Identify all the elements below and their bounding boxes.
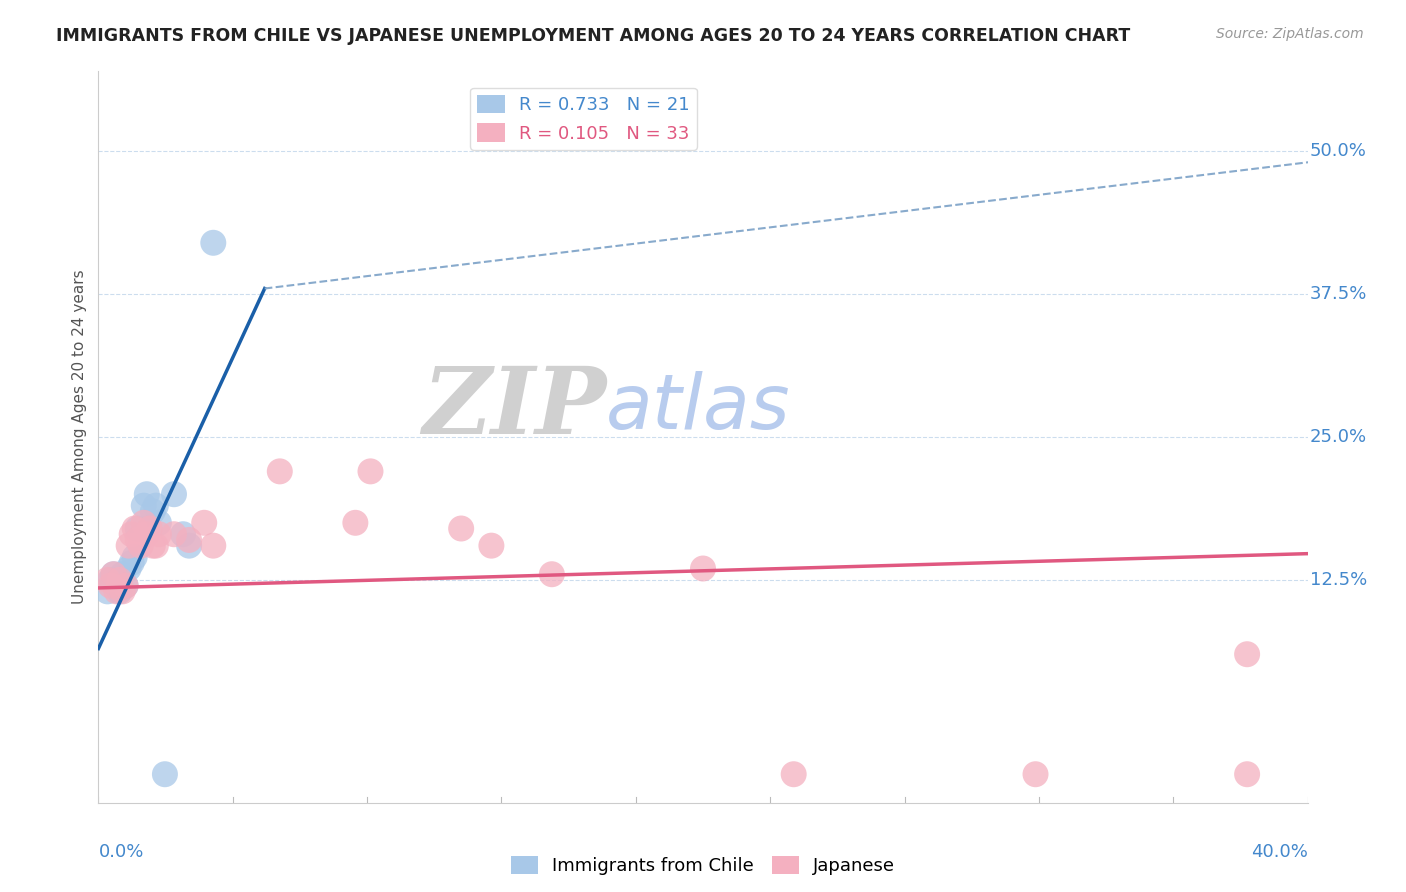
Text: 37.5%: 37.5% — [1310, 285, 1368, 303]
Text: 40.0%: 40.0% — [1251, 843, 1308, 861]
Y-axis label: Unemployment Among Ages 20 to 24 years: Unemployment Among Ages 20 to 24 years — [72, 269, 87, 605]
Point — [481, 539, 503, 553]
Point — [135, 527, 157, 541]
Point — [118, 539, 141, 553]
Point — [450, 521, 472, 535]
Point — [1236, 767, 1258, 781]
Point — [108, 584, 131, 599]
Point — [103, 567, 125, 582]
Point — [100, 579, 122, 593]
Point — [114, 579, 136, 593]
Point — [139, 521, 162, 535]
Legend: Immigrants from Chile, Japanese: Immigrants from Chile, Japanese — [503, 848, 903, 882]
Point — [1236, 647, 1258, 661]
Point — [105, 584, 128, 599]
Point — [163, 487, 186, 501]
Point — [148, 516, 170, 530]
Text: Source: ZipAtlas.com: Source: ZipAtlas.com — [1216, 27, 1364, 41]
Point — [127, 533, 149, 547]
Point — [153, 767, 176, 781]
Point — [96, 573, 118, 587]
Point — [145, 499, 167, 513]
Text: 25.0%: 25.0% — [1310, 428, 1367, 446]
Point — [269, 464, 291, 478]
Point — [193, 516, 215, 530]
Point — [132, 499, 155, 513]
Point — [179, 539, 201, 553]
Point — [344, 516, 367, 530]
Point — [540, 567, 562, 582]
Point — [108, 573, 131, 587]
Point — [132, 516, 155, 530]
Text: 0.0%: 0.0% — [98, 843, 143, 861]
Point — [202, 235, 225, 250]
Point — [179, 533, 201, 547]
Legend: R = 0.733   N = 21, R = 0.105   N = 33: R = 0.733 N = 21, R = 0.105 N = 33 — [470, 87, 697, 150]
Point — [142, 539, 165, 553]
Text: atlas: atlas — [606, 371, 790, 445]
Point — [163, 527, 186, 541]
Point — [121, 527, 143, 541]
Point — [360, 464, 382, 478]
Text: IMMIGRANTS FROM CHILE VS JAPANESE UNEMPLOYMENT AMONG AGES 20 TO 24 YEARS CORRELA: IMMIGRANTS FROM CHILE VS JAPANESE UNEMPL… — [56, 27, 1130, 45]
Point — [114, 579, 136, 593]
Point — [96, 584, 118, 599]
Point — [692, 561, 714, 575]
Point — [129, 539, 152, 553]
Point — [135, 487, 157, 501]
Point — [124, 521, 146, 535]
Point — [111, 567, 134, 582]
Point — [145, 539, 167, 553]
Text: 12.5%: 12.5% — [1310, 571, 1367, 589]
Point — [142, 504, 165, 518]
Point — [103, 567, 125, 582]
Point — [118, 561, 141, 575]
Point — [148, 527, 170, 541]
Point — [100, 573, 122, 587]
Point — [172, 527, 194, 541]
Text: ZIP: ZIP — [422, 363, 606, 453]
Point — [127, 521, 149, 535]
Point — [202, 539, 225, 553]
Point — [1024, 767, 1046, 781]
Point — [105, 579, 128, 593]
Point — [783, 767, 806, 781]
Point — [121, 556, 143, 570]
Point — [124, 550, 146, 565]
Point — [111, 584, 134, 599]
Text: 50.0%: 50.0% — [1310, 143, 1367, 161]
